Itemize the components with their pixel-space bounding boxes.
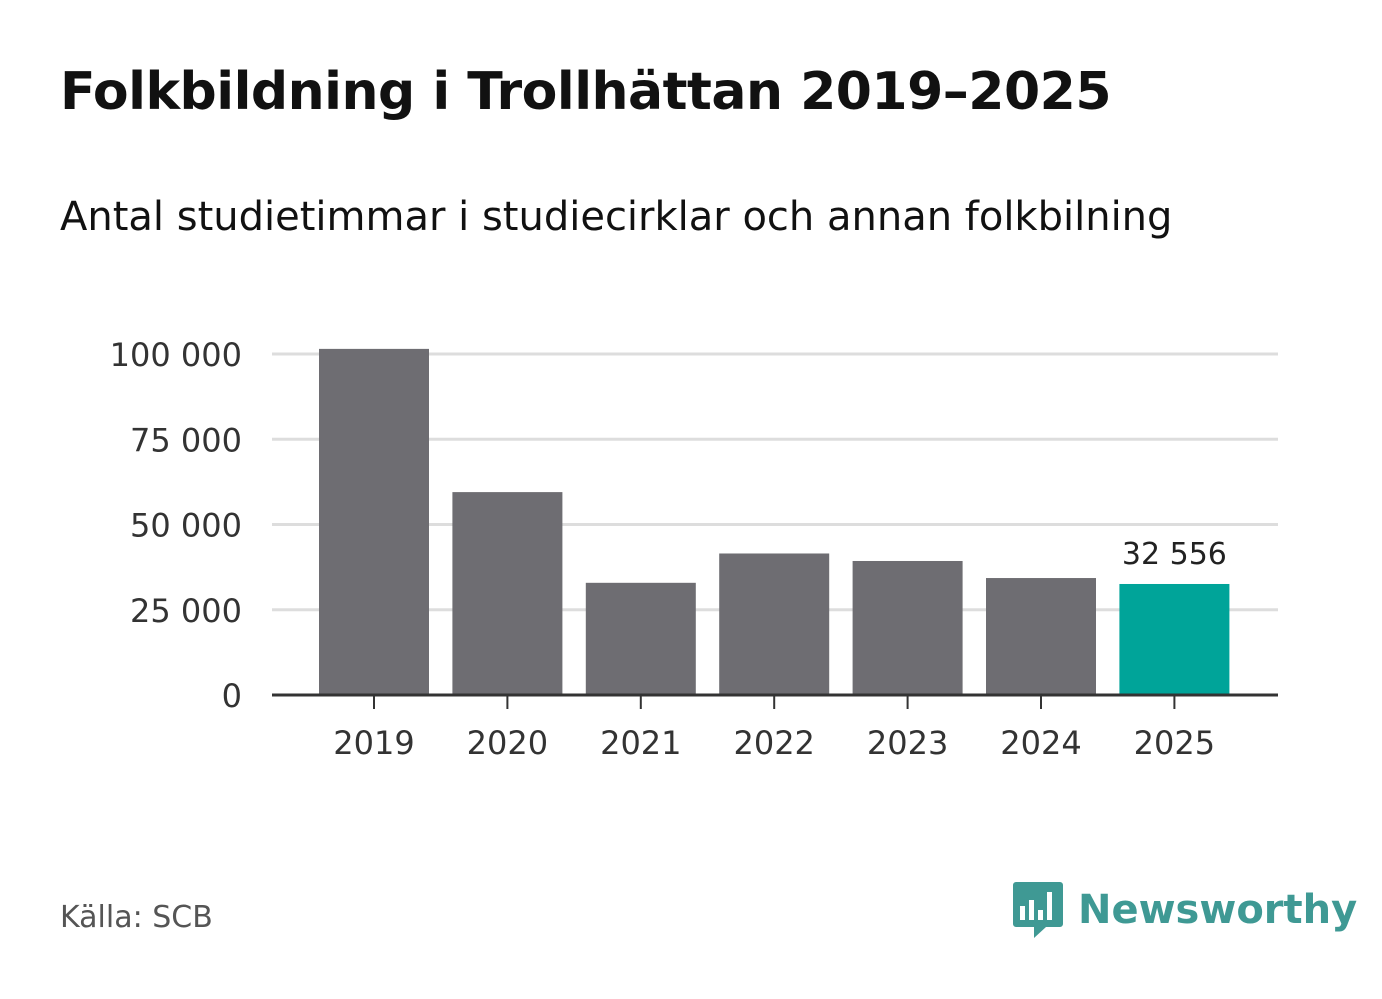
bar-2022 [719,553,830,695]
y-axis-ticks: 0 25 000 50 000 75 000 100 000 [110,336,242,715]
bar-2025 [1119,583,1230,695]
x-tick-label: 2024 [1000,724,1081,762]
bar-2019 [319,348,429,695]
bar-2021 [585,582,696,695]
bar-2024 [986,578,1096,695]
brand-name: Newsworthy [1078,887,1358,933]
x-tick-label: 2019 [333,724,414,762]
x-tick-label: 2023 [867,724,948,762]
y-tick-label: 75 000 [130,421,242,459]
bar-2020 [452,492,563,695]
y-tick-label: 25 000 [130,592,242,630]
brand-logo: Newsworthy [1012,880,1357,940]
x-tick-label: 2025 [1134,724,1215,762]
x-tick-label: 2020 [467,724,548,762]
bar-2023 [852,560,963,695]
x-axis-ticks: 2019 2020 2021 2022 2023 2024 2025 [333,695,1215,762]
data-label: 32 556 [1122,537,1227,572]
y-tick-label: 100 000 [110,336,242,374]
chart-subtitle: Antal studietimmar i studiecirklar och a… [60,194,1173,240]
y-tick-label: 50 000 [130,507,242,545]
source-note: Källa: SCB [60,900,213,935]
y-tick-label: 0 [222,677,242,715]
x-tick-label: 2021 [600,724,681,762]
bars: 32 556 [319,348,1230,695]
newsworthy-logo-icon [1013,882,1063,938]
x-tick-label: 2022 [733,724,814,762]
chart-title: Folkbildning i Trollhättan 2019–2025 [60,62,1112,122]
